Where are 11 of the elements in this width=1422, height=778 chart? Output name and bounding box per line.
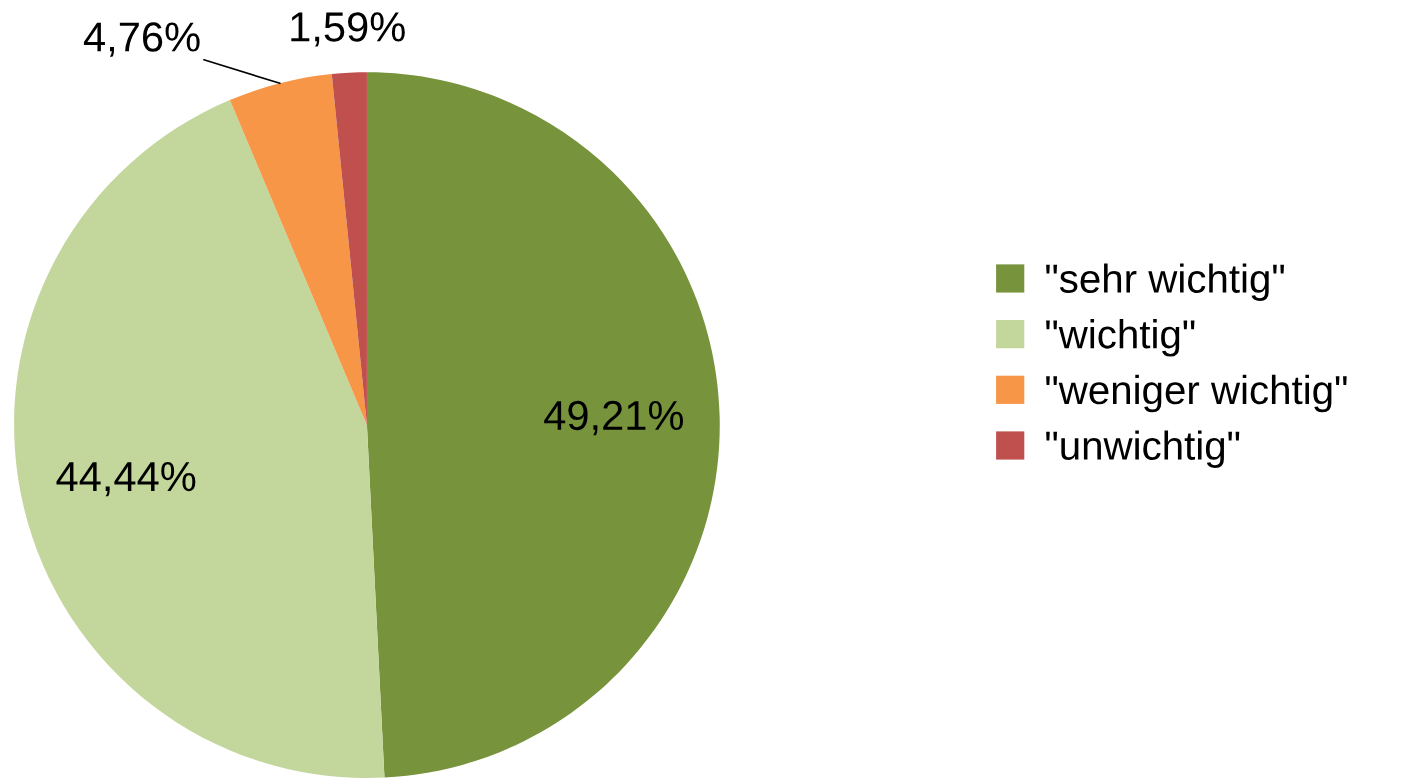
data-label: 49,21% bbox=[544, 400, 684, 436]
pie-slice bbox=[14, 100, 385, 778]
legend-label: "unwichtig" bbox=[1046, 430, 1240, 468]
data-label: 1,59% bbox=[291, 12, 405, 47]
legend-label: "sehr wichtig" bbox=[1046, 263, 1284, 301]
data-label: 44,44% bbox=[56, 461, 196, 497]
legend-label: "wichtig" bbox=[1046, 319, 1195, 357]
pie-slice bbox=[229, 74, 367, 426]
pie-slice bbox=[366, 72, 720, 778]
legend-label: "weniger wichtig" bbox=[1046, 374, 1347, 413]
data-label: 4,76% bbox=[83, 22, 200, 57]
